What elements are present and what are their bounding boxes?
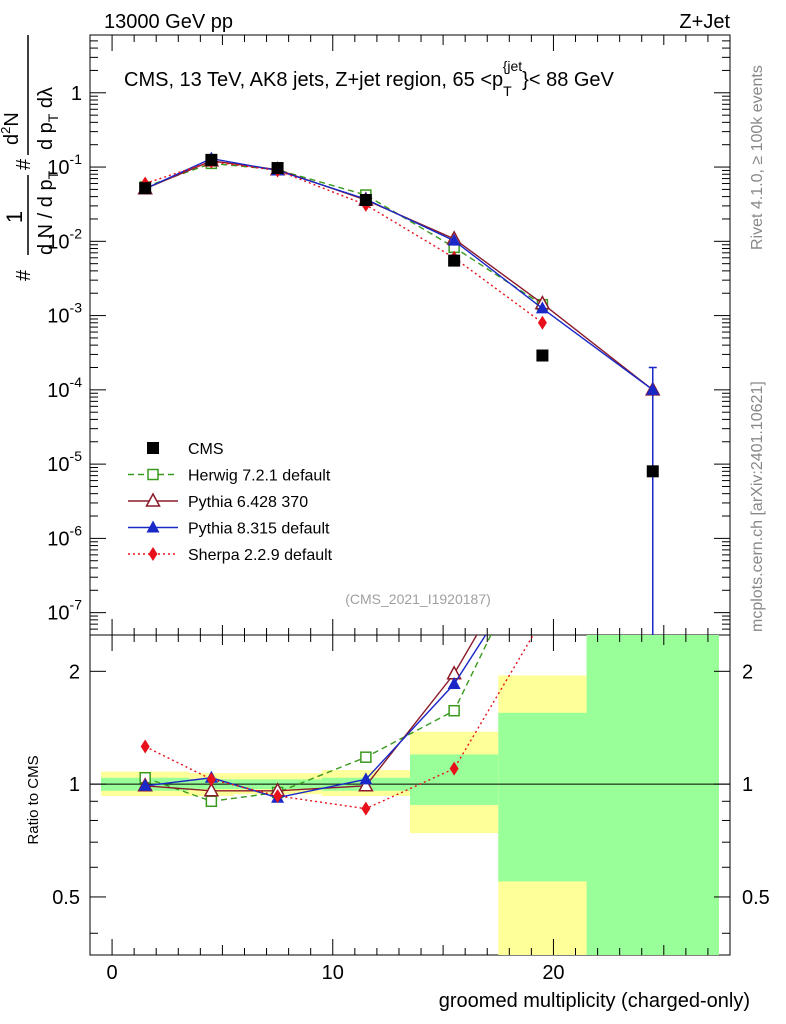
x-tick-label: 20 <box>542 962 564 984</box>
svg-text:d2N: d2N <box>0 112 23 145</box>
band-inner-5 <box>498 712 587 882</box>
header-left: 13000 GeV pp <box>104 11 233 33</box>
legend-label-0: CMS <box>188 441 224 458</box>
cms-data-point <box>448 254 461 267</box>
series-3-ratio-line <box>144 635 535 810</box>
cms-data-point <box>271 162 284 175</box>
ratio-ylabel: Ratio to CMS <box>25 755 42 844</box>
legend: CMS Herwig 7.2.1 default Pythia 6.428 370 P… <box>128 441 333 564</box>
main-ytick-label: 10-4 <box>47 374 82 402</box>
ratio-uncertainty-bands <box>101 635 719 955</box>
analysis-watermark: (CMS_2021_I1920187) <box>345 591 491 607</box>
x-axis-label: groomed multiplicity (charged-only) <box>439 990 750 1012</box>
chart-title: CMS, 13 TeV, AK8 jets, Z+jet region, 65 … <box>124 58 615 99</box>
svg-text:1: 1 <box>2 211 27 223</box>
series-1-ratio-point <box>358 777 374 792</box>
series-0-ratio-point <box>205 795 218 808</box>
ratio-ytick-label-left: 0.5 <box>52 887 80 909</box>
header-right: Z+Jet <box>679 11 730 33</box>
main-series-group <box>137 151 661 635</box>
legend-marker-0 <box>147 442 159 454</box>
main-ytick-label: 10-7 <box>47 597 82 625</box>
cms-data-point <box>205 153 218 166</box>
ratio-ytick-label-right: 2 <box>742 661 753 683</box>
main-ytick-label: 10-1 <box>47 151 82 179</box>
main-ytick-label: 10-3 <box>47 300 82 328</box>
legend-marker-4 <box>148 547 158 561</box>
main-ytick-label: 10-5 <box>47 448 82 476</box>
series-0-line <box>144 162 543 306</box>
legend-label-1: Herwig 7.2.1 default <box>188 468 331 485</box>
series-0-ratio-point <box>448 704 460 717</box>
main-y-axis: 1 10-1 10-2 10-3 10-4 10-5 10-6 10-7 <box>47 34 730 636</box>
series-2-ratio-point <box>359 772 373 785</box>
svg-text:#: # <box>13 269 35 281</box>
cms-data-point <box>536 349 549 362</box>
main-ytick-label: 1 <box>71 83 82 105</box>
main-plot-frame <box>89 34 731 636</box>
cms-data-point <box>646 465 659 478</box>
series-3-ratio-point <box>449 761 459 776</box>
legend-marker-2 <box>145 492 161 507</box>
series-2-point <box>447 233 461 246</box>
legend-marker-3 <box>146 520 160 533</box>
mcplots-label: mcplots.cern.ch [arXiv:2401.10621] <box>749 381 766 632</box>
svg-text:d pT dλ: d pT dλ <box>35 87 61 150</box>
series-1-line <box>144 160 654 391</box>
rivet-label: Rivet 4.1.0, ≥ 100k events <box>749 65 766 250</box>
ratio-series-group <box>137 635 535 816</box>
series-3-ratio-point <box>273 788 283 803</box>
svg-text:d N / d pT: d N / d pT <box>35 170 61 255</box>
series-3-ratio-point <box>361 801 371 816</box>
band-inner-6 <box>586 635 719 955</box>
series-3-point <box>537 315 547 330</box>
legend-label-4: Sherpa 2.2.9 default <box>188 547 333 564</box>
series-2-ratio-point <box>447 677 461 690</box>
series-3-line <box>144 161 543 324</box>
series-2-point <box>535 301 549 314</box>
series-0-ratio-line <box>144 635 492 802</box>
legend-label-3: Pythia 8.315 default <box>188 521 330 538</box>
legend-label-2: Pythia 6.428 370 <box>188 494 308 511</box>
ratio-ytick-label-right: 1 <box>742 774 753 796</box>
x-tick-label: 0 <box>107 962 118 984</box>
series-0-ratio-point <box>360 751 372 763</box>
ratio-ytick-label-right: 0.5 <box>742 887 770 909</box>
cms-data-point <box>139 182 152 195</box>
main-ytick-label: 10-2 <box>47 225 82 253</box>
x-tick-label: 10 <box>322 962 344 984</box>
series-3-ratio-point <box>140 739 150 754</box>
series-1-ratio-point <box>203 782 220 797</box>
ratio-ytick-label-left: 2 <box>69 661 80 683</box>
ratio-ytick-label-left: 1 <box>69 774 80 796</box>
series-2-ratio-point <box>138 778 152 791</box>
main-ylabel: # 1 d N / d pT # d2N d pT dλ <box>0 35 61 281</box>
legend-marker-1 <box>147 468 159 481</box>
series-3-ratio-point <box>206 772 216 787</box>
svg-text:#: # <box>13 158 35 170</box>
main-ytick-label: 10-6 <box>47 522 82 550</box>
x-axis: 0 10 20 <box>89 35 731 984</box>
series-2-line <box>144 157 654 391</box>
cms-data-point <box>359 194 372 207</box>
ratio-plot-frame <box>89 634 731 956</box>
ratio-y-axis: 0.5 0.5 1 1 2 2 <box>52 661 770 934</box>
